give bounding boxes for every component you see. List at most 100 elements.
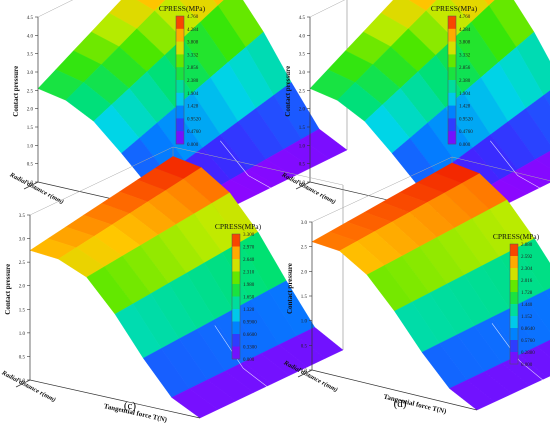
surface-mesh-line [490,140,546,192]
colorbar-segment [232,234,240,247]
colorbar-tick-label: 4.284 [459,28,471,33]
z-tick-label: 3.0 [299,71,306,76]
colorbar-segment [510,316,518,329]
colorbar-segment [510,256,518,269]
z-tick-label: 0.0 [301,369,308,374]
panel-label: (c) [124,400,137,412]
colorbar-segment [176,28,184,42]
surface-facet [525,95,550,145]
surface-facet [526,290,550,333]
colorbar-tick-label: 1.152 [521,315,533,320]
colorbar-title: CPRESS(MPa) [159,4,206,13]
colorbar-segment [232,321,240,335]
z-axis-label: Contact pressure [284,66,292,117]
z-tick-label: 2.5 [19,261,26,266]
chart-panel-4: 0.0 0.5 1.0 1.5 2.0 2.5 3.0 Contact pressure Tan… [282,156,550,416]
y-axis-label: Radial distance r(mm) [8,171,65,206]
colorbar-tick-label: 0.3300 [243,346,257,351]
colorbar-tick-label: 0.8640 [521,327,535,332]
z-tick-label: 3.5 [19,214,26,219]
colorbar-segment [510,292,518,305]
colorbar-title: CPRESS(MPa) [215,222,262,231]
colorbar-segment [448,16,456,30]
colorbar-segment [510,280,518,293]
colorbar-segment [448,80,456,94]
colorbar-segment [176,92,184,106]
colorbar-segment [176,118,184,132]
z-tick-label: 3.0 [27,71,34,76]
colorbar-frame [231,233,241,360]
axis-left-top [309,0,346,18]
surface-facet [535,150,550,169]
colorbar-segment [510,340,518,353]
colorbar-frame [509,243,519,365]
colorbar-segment [176,16,184,30]
z-axis-label: Contact pressure [4,264,12,315]
colorbar-title: CPRESS(MPa) [431,4,478,13]
colorbar-tick-label: 2.310 [243,271,255,276]
z-tick-label: 0.5 [27,163,34,168]
colorbar-tick-label: 0.6600 [243,333,257,338]
axis-back-top [172,146,344,186]
colorbar-tick-label: 2.380 [459,79,471,84]
y-axis-label: Radial distance r(mm) [280,171,337,206]
z-tick-label: 1.0 [19,332,26,337]
colorbar-tick-label: 2.856 [187,66,199,71]
colorbar-tick-label: 1.440 [521,303,533,308]
axis-left-top [311,156,453,223]
z-tick-label: 0.5 [301,344,308,349]
colorbar-segment [232,296,240,310]
colorbar-tick-label: 0.2880 [521,351,535,356]
colorbar-tick-label: 1.428 [187,105,199,110]
x-axis-line [29,379,201,419]
colorbar-segment [448,105,456,119]
colorbar-segment [448,54,456,68]
z-axis-label: Contact pressure [286,263,294,314]
colorbar-tick-label: 0.5760 [521,339,535,344]
z-tick-label: 1.0 [299,144,306,149]
colorbar-tick-label: 3.808 [187,41,199,46]
colorbar-tick-label: 2.856 [459,66,471,71]
colorbar-tick-label: 2.304 [521,267,533,272]
y-axis-label: Radial distance r(mm) [0,369,57,404]
z-tick-label: 0.0 [27,181,34,186]
z-tick-label: 1.5 [27,126,34,131]
z-tick-label: 3.0 [19,238,26,243]
colorbar-tick-label: 0.000 [459,143,471,148]
colorbar-tick-label: 0.000 [187,143,199,148]
colorbar-tick-label: 2.380 [187,79,199,84]
colorbar-segment [448,67,456,81]
colorbar-tick-label: 1.320 [243,308,255,313]
colorbar-segment [232,334,240,347]
axis-left-top [29,146,174,216]
surface-facet [544,288,550,300]
colorbar-tick-label: 4.284 [187,28,199,33]
colorbar-tick-label: 0.4760 [187,130,201,135]
z-tick-label: 2.5 [299,89,306,94]
colorbar-segment [176,54,184,68]
colorbar-segment [510,244,518,257]
colorbar-tick-label: 1.428 [459,105,471,110]
colorbar-tick-label: 3.332 [459,53,471,58]
colorbar-segment [232,246,240,260]
x-axis-label: Tangential force T(N) [383,393,448,416]
colorbar-tick-label: 0.9520 [459,117,473,122]
z-tick-label: 3.0 [301,221,308,226]
colorbar-tick-label: 1.904 [459,92,471,97]
colorbar-frame [175,15,185,145]
colorbar-segment [232,346,240,360]
colorbar-segment [448,131,456,145]
colorbar-segment [510,304,518,317]
y-axis-stub [297,369,313,378]
colorbar-segment [448,41,456,55]
z-tick-label: 2.0 [301,270,308,275]
colorbar-tick-label: 2.880 [521,243,533,248]
z-tick-label: 4.5 [299,16,306,21]
colorbar-tick-label: 2.592 [521,255,533,260]
colorbar-segment [232,259,240,272]
colorbar-segment [510,328,518,341]
y-axis-stub [15,379,31,388]
z-tick-label: 1.5 [299,126,306,131]
colorbar-segment [176,80,184,94]
